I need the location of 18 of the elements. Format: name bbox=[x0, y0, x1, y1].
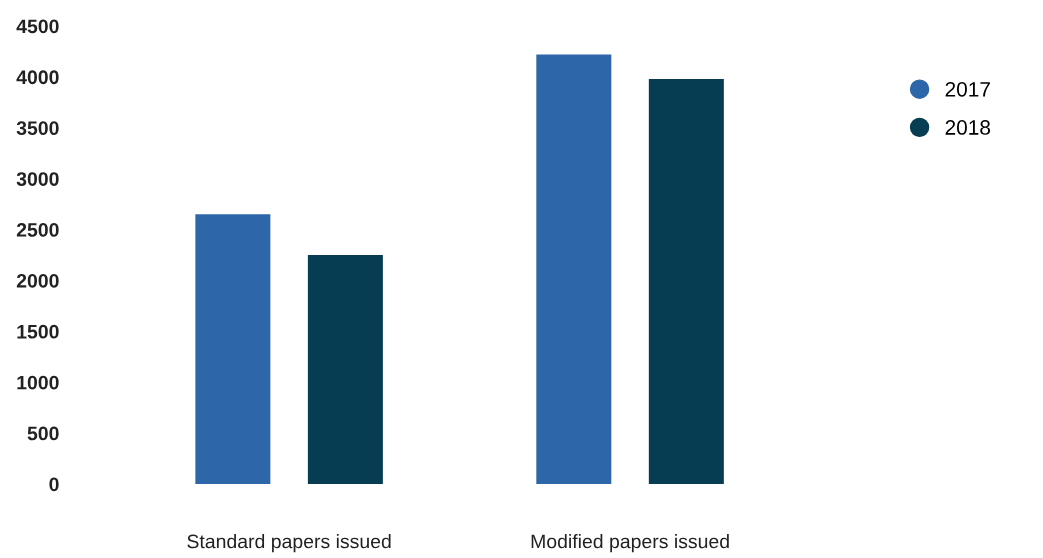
y-tick-label: 2500 bbox=[16, 223, 59, 237]
y-tick-label: 1500 bbox=[17, 324, 59, 339]
legend-label: 2018 bbox=[945, 120, 991, 135]
y-tick-label: 3000 bbox=[16, 172, 59, 186]
bar bbox=[536, 54, 612, 484]
legend-label: 2017 bbox=[945, 81, 990, 97]
y-tick-label: 0 bbox=[49, 477, 59, 492]
y-tick-label: 2000 bbox=[16, 273, 59, 288]
x-tick-label: Modified papers issued bbox=[531, 534, 729, 553]
x-tick-label: Standard papers issued bbox=[187, 534, 391, 553]
y-tick-label: 1000 bbox=[17, 375, 59, 390]
y-tick-label: 3500 bbox=[16, 121, 59, 136]
bar bbox=[307, 255, 383, 484]
y-tick-label: 500 bbox=[27, 426, 59, 441]
y-tick-label: 4000 bbox=[16, 70, 59, 85]
bar bbox=[195, 214, 271, 484]
y-tick-label: 4500 bbox=[16, 19, 59, 34]
bar bbox=[648, 78, 724, 484]
